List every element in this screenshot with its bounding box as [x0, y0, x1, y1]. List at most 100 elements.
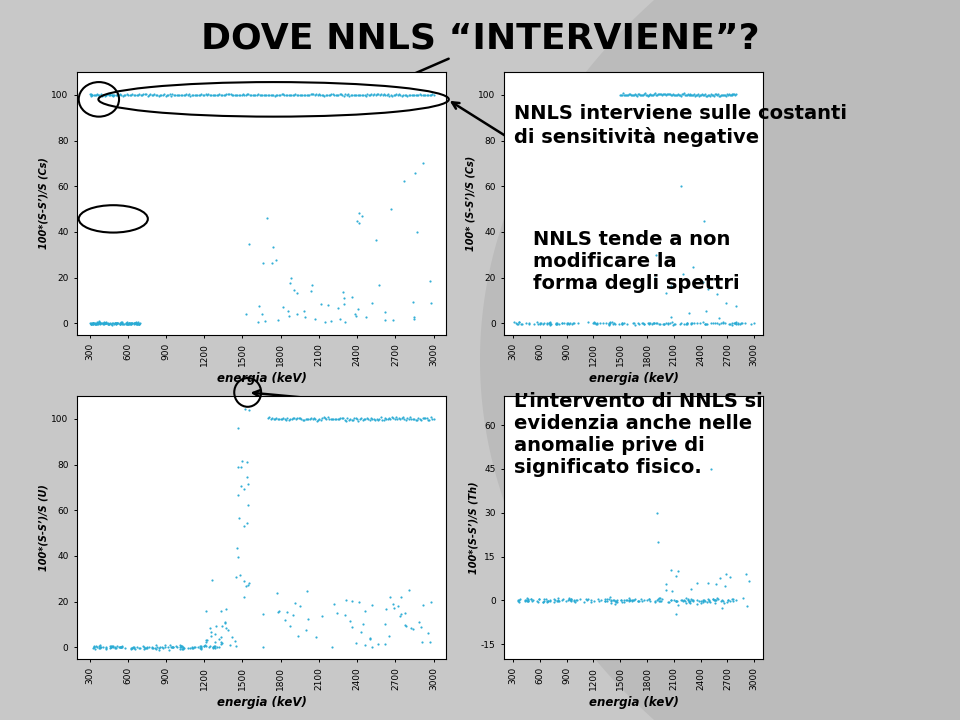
Point	[207, 89, 223, 100]
Point	[350, 415, 366, 427]
Point	[348, 89, 363, 101]
Point	[108, 318, 124, 329]
Point	[217, 89, 232, 101]
Point	[214, 636, 229, 648]
Point	[673, 595, 688, 606]
Point	[415, 636, 430, 648]
Point	[678, 318, 693, 330]
Point	[100, 318, 115, 330]
Point	[200, 89, 215, 101]
Point	[302, 285, 318, 297]
Point	[716, 318, 732, 329]
Point	[561, 594, 576, 606]
Point	[660, 89, 675, 100]
Point	[161, 644, 177, 655]
Point	[91, 89, 107, 101]
Point	[343, 89, 358, 101]
Point	[378, 603, 394, 614]
Point	[212, 89, 228, 100]
Point	[114, 318, 130, 330]
Point	[279, 89, 295, 101]
Point	[143, 89, 158, 100]
Point	[157, 639, 173, 651]
Point	[324, 642, 340, 653]
Point	[172, 644, 187, 655]
Point	[366, 413, 381, 425]
Point	[89, 316, 105, 328]
Point	[546, 596, 562, 608]
Point	[129, 89, 144, 101]
Point	[84, 318, 99, 330]
Point	[701, 577, 716, 588]
Point	[564, 593, 579, 605]
Point	[262, 411, 277, 423]
Point	[568, 595, 584, 606]
Point	[583, 594, 598, 606]
Point	[364, 89, 379, 100]
Point	[147, 89, 162, 100]
Point	[112, 319, 128, 330]
Point	[229, 543, 245, 554]
Point	[226, 89, 241, 100]
Point	[201, 89, 216, 100]
Point	[98, 89, 113, 101]
Point	[138, 642, 154, 654]
Point	[240, 456, 255, 468]
Point	[406, 311, 421, 323]
Point	[420, 89, 436, 101]
Point	[206, 640, 222, 652]
Point	[675, 89, 690, 100]
Point	[105, 641, 120, 652]
Point	[206, 89, 222, 100]
Point	[130, 318, 145, 330]
Point	[663, 89, 679, 101]
Text: NNLS interviene sulle costanti
di sensitività negative: NNLS interviene sulle costanti di sensit…	[514, 104, 847, 147]
Point	[176, 643, 191, 654]
Point	[232, 570, 248, 581]
Point	[123, 318, 138, 329]
Point	[521, 318, 537, 329]
Point	[423, 596, 439, 608]
Point	[699, 318, 714, 330]
Point	[666, 90, 682, 102]
Point	[314, 610, 329, 621]
Point	[248, 89, 263, 101]
Point	[213, 638, 228, 649]
Point	[369, 413, 384, 425]
Point	[100, 89, 115, 100]
Point	[660, 318, 676, 330]
Point	[667, 595, 683, 606]
Point	[386, 598, 401, 610]
Point	[111, 89, 127, 101]
Point	[187, 89, 203, 101]
Point	[304, 279, 320, 291]
Point	[408, 414, 423, 426]
Point	[621, 595, 636, 607]
Point	[613, 89, 629, 100]
Point	[728, 317, 743, 328]
Point	[132, 89, 147, 100]
Point	[414, 89, 429, 101]
Point	[220, 625, 235, 636]
Point	[593, 595, 609, 606]
Point	[349, 413, 365, 425]
Point	[299, 624, 314, 636]
Point	[218, 618, 233, 629]
Point	[649, 89, 664, 101]
Point	[643, 595, 659, 607]
Point	[689, 577, 705, 589]
Point	[144, 89, 159, 101]
Point	[668, 89, 684, 101]
Point	[132, 643, 147, 654]
Point	[140, 90, 156, 102]
Point	[288, 89, 303, 100]
Point	[389, 89, 404, 100]
Point	[705, 89, 720, 101]
Point	[599, 595, 614, 607]
Point	[405, 296, 420, 307]
Point	[319, 413, 334, 425]
Point	[365, 89, 380, 101]
Point	[542, 317, 558, 328]
Point	[714, 594, 730, 606]
Point	[413, 621, 428, 633]
